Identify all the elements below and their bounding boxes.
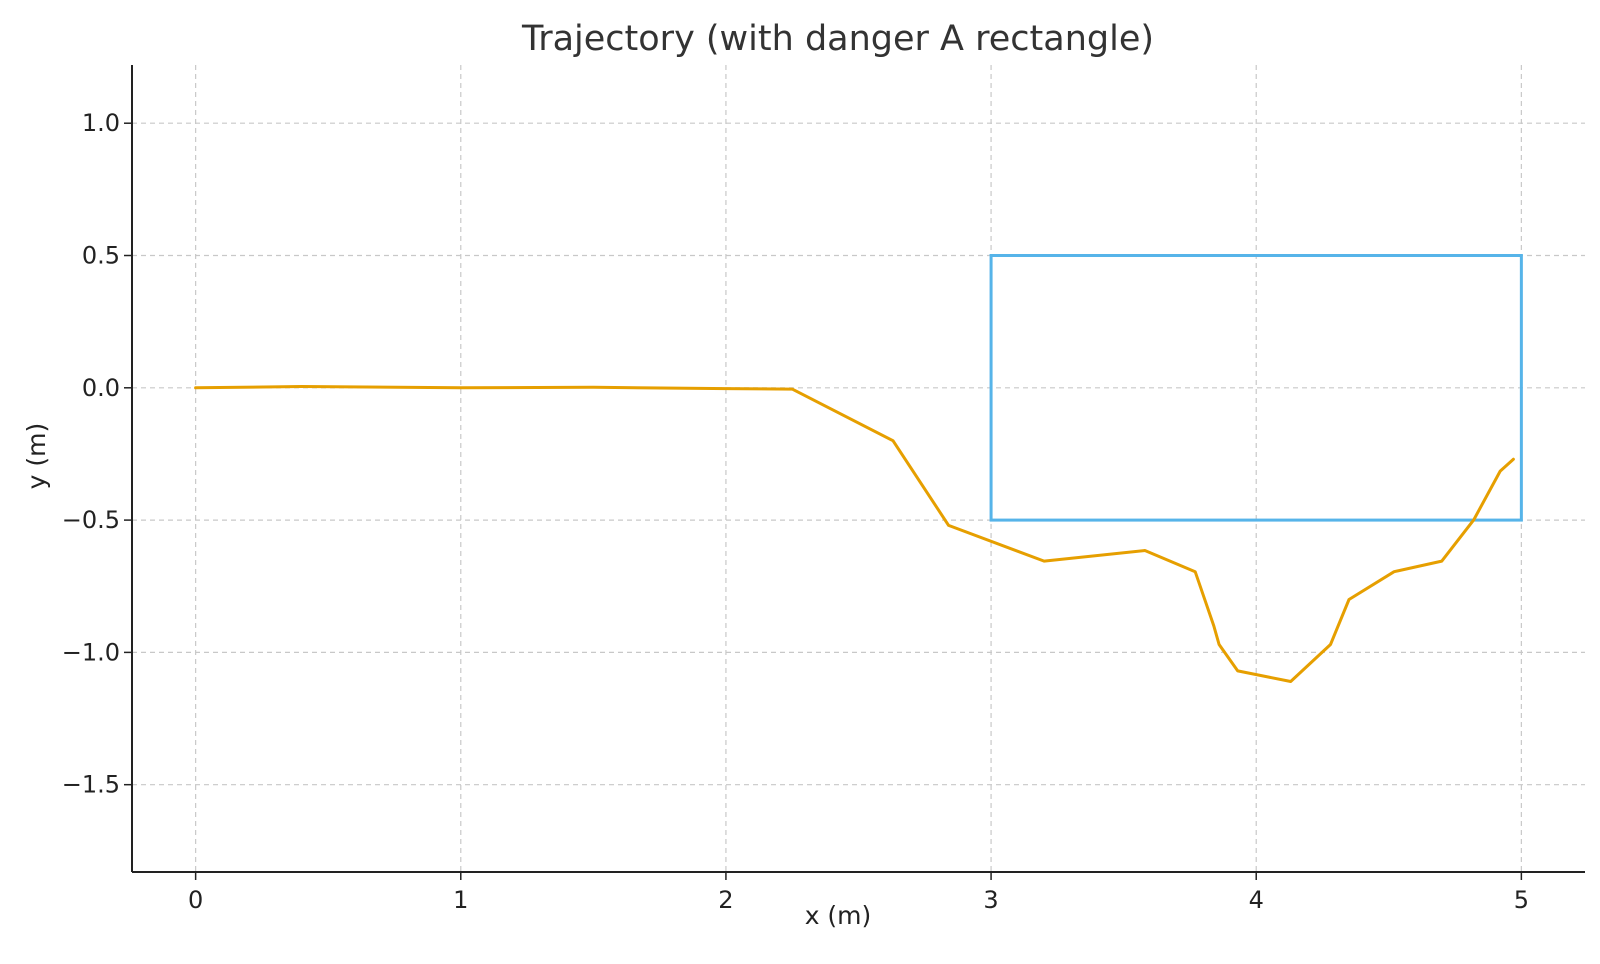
y-tick-label: 0.5 <box>82 242 120 270</box>
x-tick-label: 4 <box>1249 886 1264 914</box>
x-tick-label: 1 <box>453 886 468 914</box>
x-tick-label: 0 <box>188 886 203 914</box>
grid-layer <box>132 65 1585 872</box>
axes-layer <box>131 65 1585 873</box>
x-tick-label: 5 <box>1514 886 1529 914</box>
x-tick-label: 2 <box>718 886 733 914</box>
y-axis-label: y (m) <box>22 423 51 490</box>
data-layer <box>194 254 1523 683</box>
y-tick-label: −0.5 <box>62 506 120 534</box>
x-axis-label: x (m) <box>805 901 872 930</box>
chart-title: Trajectory (with danger A rectangle) <box>521 19 1154 59</box>
y-tick-label: 1.0 <box>82 109 120 137</box>
y-tick-label: −1.0 <box>62 638 120 666</box>
tick-layer: 0 1 2 3 4 5 1.0 0.5 0.0 −0.5 −1.0 −1.5 <box>62 109 1529 914</box>
y-tick-label: −1.5 <box>62 771 120 799</box>
y-tick-label: 0.0 <box>82 374 120 402</box>
x-tick-label: 3 <box>983 886 998 914</box>
danger-rectangle <box>989 254 1523 522</box>
trajectory-line <box>194 385 1515 683</box>
